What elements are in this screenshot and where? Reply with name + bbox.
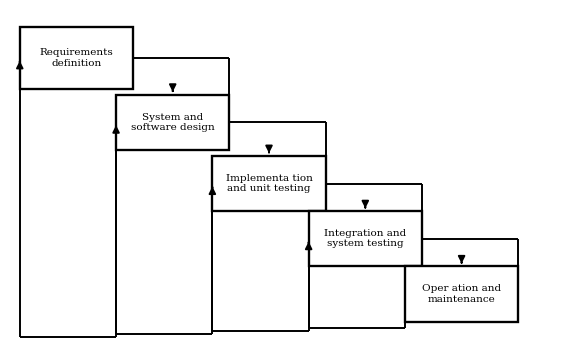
- Text: Implementa tion
and unit testing: Implementa tion and unit testing: [225, 174, 312, 193]
- Bar: [309, 211, 422, 266]
- Text: Requirements
definition: Requirements definition: [39, 48, 113, 68]
- Text: System and
software design: System and software design: [131, 113, 214, 132]
- Bar: [20, 27, 133, 88]
- Text: Integration and
system testing: Integration and system testing: [324, 229, 407, 248]
- Bar: [116, 95, 229, 150]
- Bar: [212, 156, 325, 211]
- Text: Oper ation and
maintenance: Oper ation and maintenance: [422, 284, 501, 304]
- Bar: [405, 266, 518, 321]
